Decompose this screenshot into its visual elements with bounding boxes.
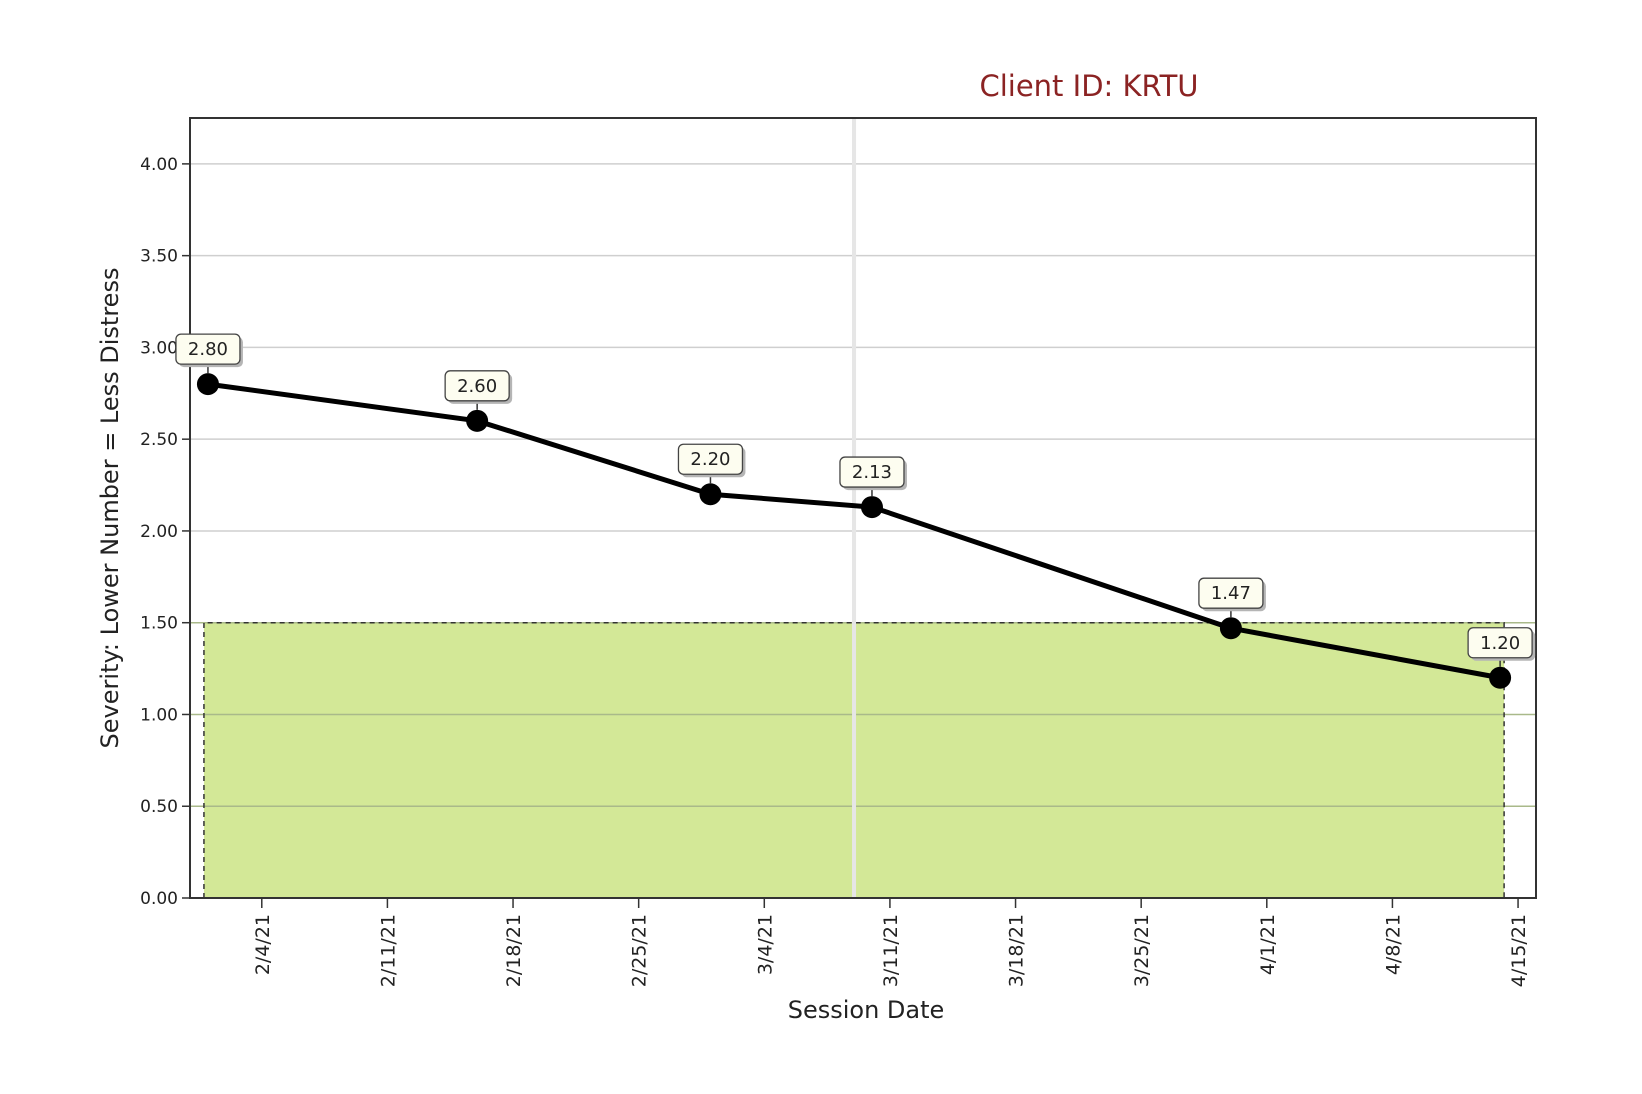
data-label-text: 2.20 <box>690 449 730 470</box>
x-tick-label: 3/25/21 <box>1131 914 1153 987</box>
data-label: 2.80 <box>175 333 243 374</box>
x-tick-label: 3/11/21 <box>880 914 902 987</box>
data-label: 1.20 <box>1467 627 1536 667</box>
y-tick-label: 2.00 <box>140 522 178 542</box>
data-label: 2.13 <box>839 456 907 497</box>
x-tick-label: 3/18/21 <box>1006 914 1028 987</box>
data-point <box>860 496 883 519</box>
x-tick-label: 4/15/21 <box>1508 914 1530 987</box>
data-label-text: 1.47 <box>1211 583 1251 604</box>
y-tick-label: 1.50 <box>140 614 178 634</box>
x-tick-label: 4/8/21 <box>1382 914 1404 975</box>
data-point <box>1219 617 1242 640</box>
series-line <box>207 381 1501 681</box>
target-band-border <box>203 621 1505 898</box>
data-label-box <box>839 456 905 488</box>
x-tick-label: 3/4/21 <box>754 914 776 975</box>
y-tick-label: 3.00 <box>140 338 178 358</box>
x-axis-label: Session Date <box>788 996 945 1024</box>
x-tick-label: 2/4/21 <box>252 914 274 975</box>
x-tick-label: 2/11/21 <box>377 914 399 987</box>
chart-title: Client ID: KRTU <box>979 69 1198 103</box>
x-tick-label: 4/1/21 <box>1257 914 1279 975</box>
y-tick-label: 0.00 <box>140 889 178 909</box>
y-tick-label: 1.00 <box>140 705 178 725</box>
x-tick-label: 2/25/21 <box>629 914 651 987</box>
data-label-text: 1.20 <box>1480 633 1520 654</box>
data-label: 2.60 <box>444 370 513 410</box>
data-label: 2.20 <box>677 443 746 484</box>
y-tick-label: 3.50 <box>140 247 178 267</box>
y-tick-label: 4.00 <box>140 155 178 175</box>
plot-frame <box>189 117 1537 899</box>
data-label-text: 2.80 <box>188 339 228 360</box>
data-point <box>699 483 722 506</box>
data-point <box>1489 666 1512 689</box>
data-point <box>196 373 219 396</box>
data-label: 1.47 <box>1198 577 1266 618</box>
data-label-box <box>677 443 744 475</box>
data-point <box>466 409 489 432</box>
data-label-text: 2.60 <box>457 376 497 397</box>
y-axis-label: Severity: Lower Number = Less Distress <box>96 268 124 749</box>
data-label-box <box>1467 627 1533 659</box>
y-tick-label: 2.50 <box>140 430 178 450</box>
data-label-text: 2.13 <box>852 462 892 483</box>
x-tick-label: 2/18/21 <box>503 914 525 987</box>
y-tick-label: 0.50 <box>140 797 178 817</box>
data-label-box <box>1198 577 1264 609</box>
data-label-box <box>444 370 510 402</box>
data-label-box <box>175 333 241 365</box>
